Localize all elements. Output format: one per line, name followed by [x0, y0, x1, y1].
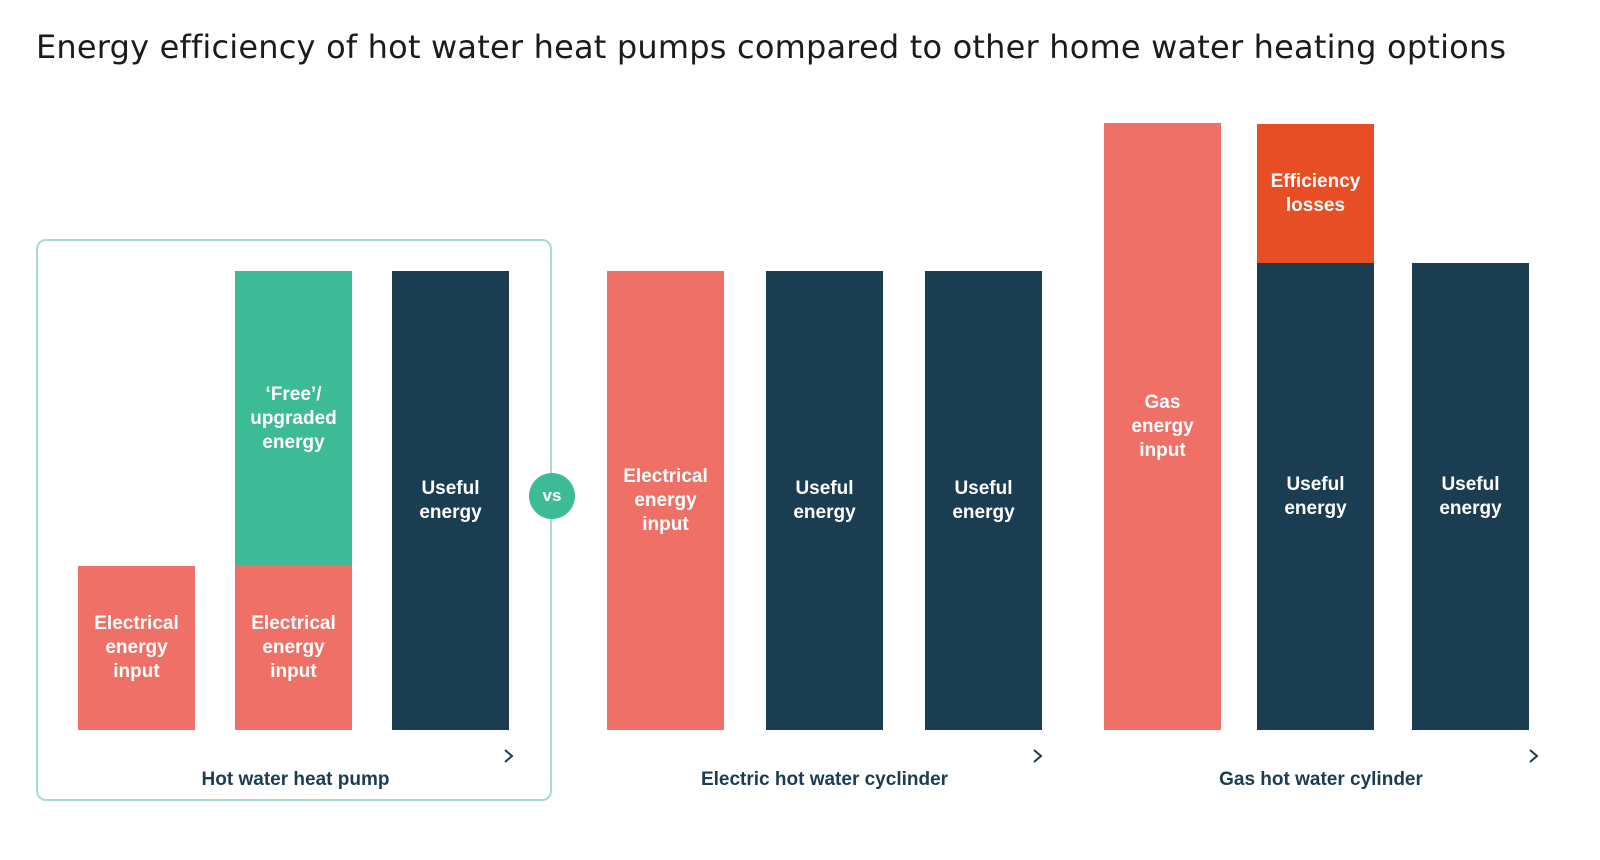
vs-badge: vs	[529, 473, 575, 519]
axis-arrow-svg	[607, 749, 1043, 763]
vs-label: vs	[542, 486, 562, 505]
block-electrical-g1-c2: Electrical energy input	[235, 566, 352, 730]
block-label: Useful energy	[1439, 473, 1502, 519]
group-axis-arrow	[78, 749, 514, 763]
block-label: Electrical energy input	[251, 613, 336, 682]
block-useful-g2-c2: Useful energy	[766, 271, 883, 730]
block-label: Electrical energy input	[623, 465, 708, 535]
block-electrical-g3-c1: Gas energy input	[1104, 123, 1221, 730]
axis-arrow-svg	[1104, 749, 1539, 763]
group-axis-arrow	[1104, 749, 1539, 763]
block-label: Useful energy	[1284, 473, 1347, 519]
block-label: ‘Free’/ upgraded energy	[250, 383, 337, 453]
group-label: Hot water heat pump	[201, 769, 390, 790]
group-label: Gas hot water cylinder	[1219, 769, 1423, 790]
block-useful-g3-c2: Useful energy	[1257, 263, 1374, 730]
block-losses-g3-c2: Efficiency losses	[1257, 124, 1374, 263]
block-useful-g1-c3: Useful energy	[392, 271, 509, 730]
block-label: Efficiency losses	[1270, 170, 1361, 216]
block-useful-g2-c3: Useful energy	[925, 271, 1042, 730]
page-title: Energy efficiency of hot water heat pump…	[36, 28, 1507, 66]
axis-arrow-svg	[78, 749, 514, 763]
block-electrical-g1-c1: Electrical energy input	[78, 566, 195, 730]
block-electrical-g2-c1: Electrical energy input	[607, 271, 724, 730]
heat-pump-highlight-frame	[36, 239, 552, 801]
block-useful-g3-c3: Useful energy	[1412, 263, 1529, 730]
block-label: Useful energy	[793, 477, 856, 523]
block-label: Useful energy	[952, 477, 1015, 523]
group-label: Electric hot water cyclinder	[700, 769, 949, 790]
block-free-g1-c2: ‘Free’/ upgraded energy	[235, 271, 352, 566]
block-label: Useful energy	[419, 477, 482, 523]
group-axis-arrow	[607, 749, 1043, 763]
block-label: Gas energy input	[1131, 391, 1194, 461]
block-label: Electrical energy input	[94, 613, 179, 682]
